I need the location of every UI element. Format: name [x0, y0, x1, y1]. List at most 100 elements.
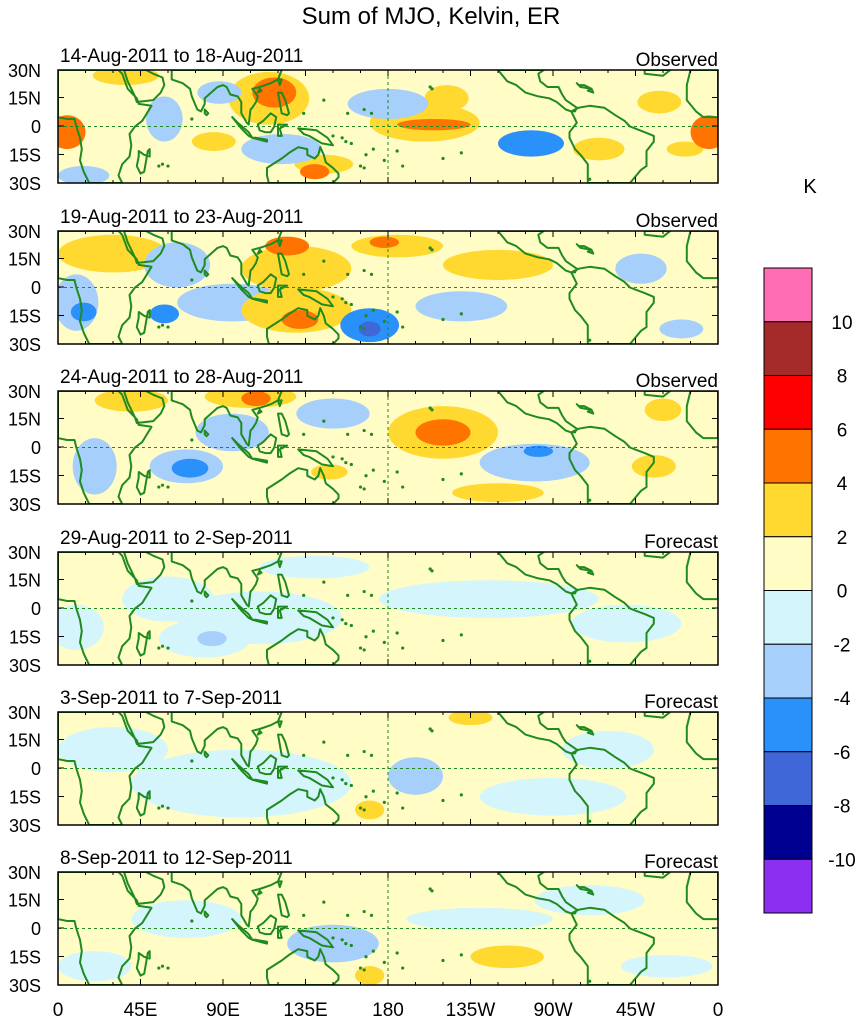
island-mark	[364, 474, 368, 478]
y-tick-label: 30S	[9, 976, 41, 996]
island-mark	[166, 646, 170, 650]
island-mark	[190, 919, 194, 923]
anomaly-contour	[351, 234, 443, 258]
island-mark	[588, 659, 592, 663]
island-mark	[382, 640, 386, 645]
anomaly-contour	[397, 118, 471, 131]
y-tick-label: 0	[31, 919, 41, 939]
anomaly-contour	[637, 90, 682, 114]
colorbar-level-label: -8	[834, 797, 851, 818]
coastlines	[58, 872, 718, 985]
island-mark	[157, 164, 161, 168]
y-tick-label: 0	[31, 599, 41, 619]
y-tick-label: 0	[31, 117, 41, 137]
island-mark	[302, 111, 306, 115]
island-mark	[371, 147, 375, 151]
colorbar-level-label: 2	[837, 528, 848, 549]
island-mark	[362, 428, 366, 433]
island-mark	[344, 139, 348, 144]
colorbar-level-label: -6	[834, 743, 851, 764]
anomaly-contour	[666, 141, 704, 157]
coastlines	[58, 70, 718, 183]
y-tick-label: 30N	[8, 863, 41, 883]
island-mark	[322, 740, 326, 744]
island-mark	[401, 966, 405, 970]
island-mark	[382, 800, 386, 805]
anomaly-contour	[571, 604, 682, 643]
colorbar: K 10 8 6 4 2 0 -2 -4 -6 -8 -10	[763, 176, 856, 914]
island-mark	[371, 949, 375, 953]
island-mark	[166, 325, 170, 329]
island-mark	[358, 164, 363, 168]
island-mark	[346, 593, 350, 597]
island-mark	[358, 966, 363, 970]
y-tick-label: 15S	[9, 146, 41, 166]
island-mark	[401, 646, 405, 650]
island-mark	[358, 646, 363, 650]
island-mark	[346, 111, 350, 115]
island-mark	[349, 302, 353, 307]
continent-outline	[58, 231, 718, 344]
island-mark	[362, 909, 366, 914]
island-mark	[166, 966, 170, 970]
island-mark	[369, 593, 374, 597]
anomaly-field	[58, 712, 654, 820]
island-mark	[364, 955, 368, 959]
anomaly-field	[58, 70, 718, 183]
island-mark	[382, 319, 386, 323]
colorbar-bin	[763, 590, 813, 645]
colorbar-bin	[763, 267, 813, 323]
island-mark	[157, 806, 161, 810]
island-mark	[459, 312, 463, 316]
y-tick-label: 0	[31, 759, 41, 779]
anomaly-contour	[659, 319, 704, 339]
colorbar-level-label: 10	[831, 313, 852, 334]
island-mark	[362, 268, 366, 273]
island-mark	[344, 460, 348, 465]
island-mark	[166, 485, 170, 489]
x-tick-label: 0	[53, 1000, 64, 1021]
island-mark	[157, 646, 161, 650]
anomaly-contour	[241, 134, 322, 165]
island-mark	[441, 798, 445, 803]
island-mark	[160, 483, 165, 487]
anomaly-contour	[281, 310, 319, 329]
colorbar-bin	[763, 536, 813, 591]
anomaly-contour	[479, 443, 590, 482]
island-mark	[588, 338, 592, 342]
y-tick-label: 0	[31, 438, 41, 458]
colorbar-bin	[763, 751, 813, 806]
colorbar-level-label: 6	[837, 420, 848, 441]
island-mark	[340, 778, 344, 782]
island-mark	[157, 966, 161, 970]
anomaly-contour	[406, 907, 553, 931]
anomaly-contour	[296, 398, 370, 429]
anomaly-contour	[479, 777, 627, 816]
island-mark	[459, 151, 463, 155]
anomaly-contour	[620, 954, 713, 978]
island-mark	[428, 85, 432, 89]
anomaly-contour	[259, 555, 370, 579]
island-mark	[588, 177, 592, 181]
colorbar-level-label: 8	[837, 367, 848, 388]
chart-title: Sum of MJO, Kelvin, ER	[302, 3, 561, 30]
y-tick-label: 15S	[9, 467, 41, 487]
map-panel: 30N 15N 0 15S 30S 14-Aug-2011 to 18-Aug-2011 O…	[8, 46, 719, 194]
island-mark	[441, 156, 445, 161]
island-mark	[160, 644, 165, 648]
anomaly-contour	[58, 727, 168, 773]
y-tick-label: 0	[31, 278, 41, 298]
island-mark	[340, 618, 344, 622]
colorbar-level-label: 4	[837, 474, 848, 495]
island-mark	[401, 325, 405, 329]
map-panel: 30N 15N 0 15S 30S 24-Aug-2011 to 28-Aug-2011 O…	[8, 367, 719, 515]
island-mark	[157, 325, 161, 329]
colorbar-bin	[763, 428, 813, 484]
anomaly-contour	[131, 900, 242, 938]
panel-period: 3-Sep-2011 to 7-Sep-2011	[60, 688, 282, 709]
island-mark	[190, 117, 194, 121]
y-tick-label: 15N	[8, 410, 41, 430]
island-mark	[441, 638, 445, 643]
island-mark	[371, 308, 375, 312]
island-mark	[340, 457, 344, 461]
